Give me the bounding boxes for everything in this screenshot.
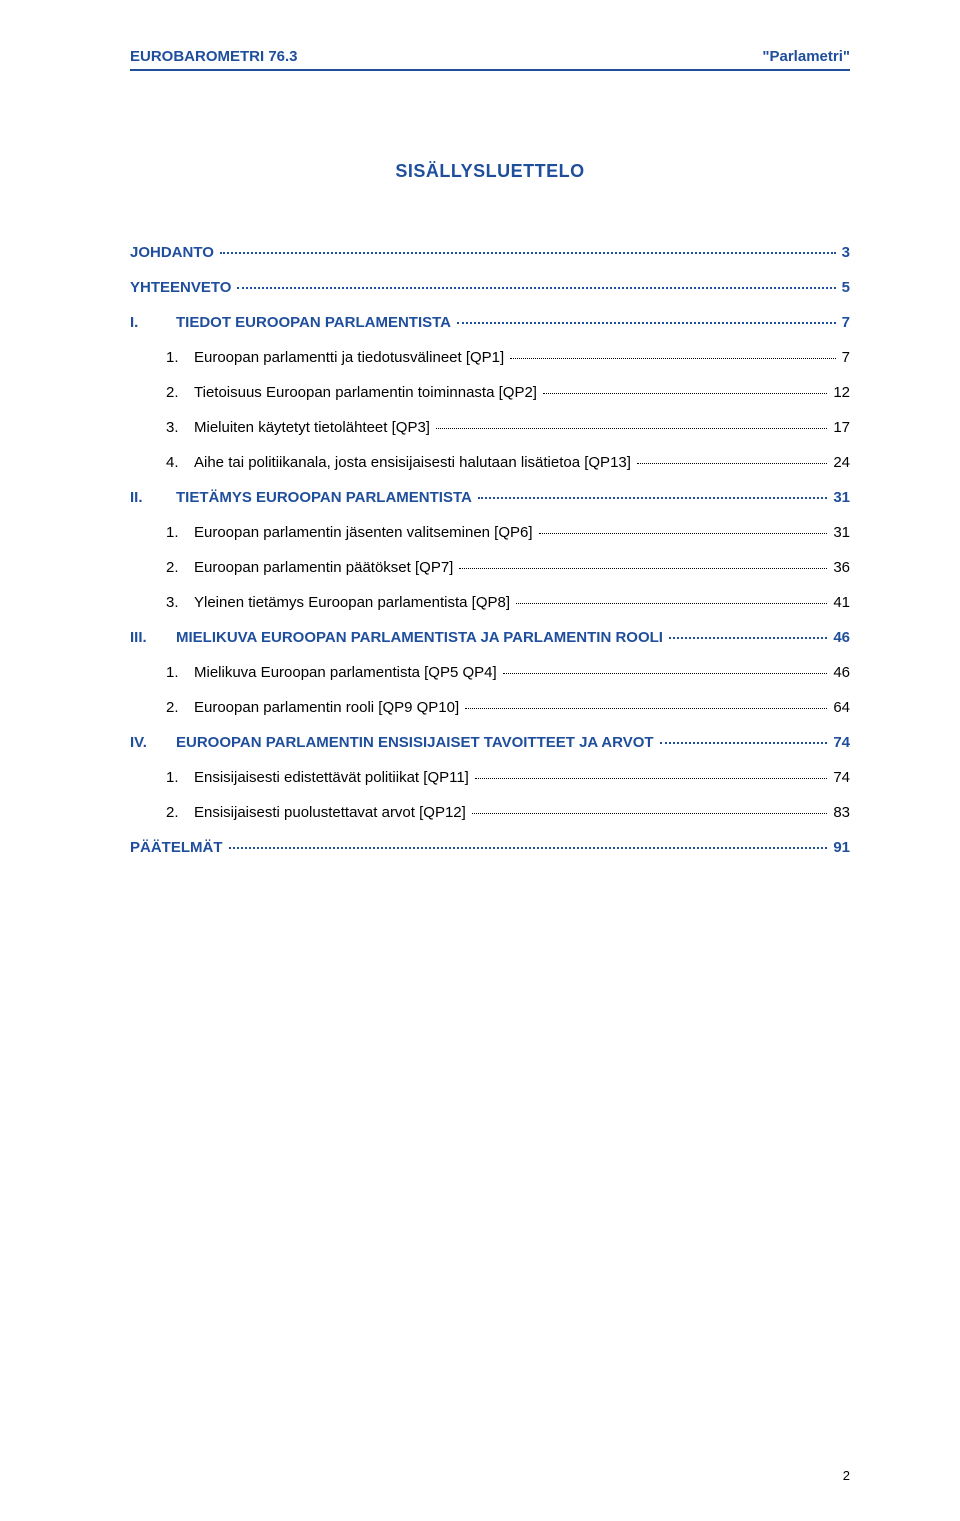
toc-page: 31	[829, 487, 850, 508]
toc-leader-dots	[237, 287, 835, 289]
toc-leader-dots	[637, 463, 827, 464]
toc-page: 83	[829, 802, 850, 823]
toc-row: 1.Euroopan parlamentin jäsenten valitsem…	[130, 522, 850, 543]
toc-row: 3.Mieluiten käytetyt tietolähteet [QP3] 1…	[130, 417, 850, 438]
toc-page: 91	[829, 837, 850, 858]
toc-number: 2.	[166, 802, 194, 823]
toc-leader-dots	[478, 497, 827, 499]
toc-label: Ensisijaisesti edistettävät politiikat […	[194, 767, 473, 788]
toc-row: 2.Tietoisuus Euroopan parlamentin toimin…	[130, 382, 850, 403]
header-left: EUROBAROMETRI 76.3	[130, 48, 298, 65]
toc-number: 1.	[166, 767, 194, 788]
toc-leader-dots	[510, 358, 835, 359]
toc-row: II.TIETÄMYS EUROOPAN PARLAMENTISTA 31	[130, 487, 850, 508]
toc-number: 1.	[166, 522, 194, 543]
toc-label: Ensisijaisesti puolustettavat arvot [QP1…	[194, 802, 470, 823]
toc-page: 17	[829, 417, 850, 438]
toc-number: 3.	[166, 417, 194, 438]
toc-number: 4.	[166, 452, 194, 473]
toc-leader-dots	[229, 847, 828, 849]
toc-number: IV.	[130, 732, 176, 753]
toc-page: 46	[829, 627, 850, 648]
toc-page: 24	[829, 452, 850, 473]
toc-row: 2.Euroopan parlamentin rooli [QP9 QP10] 6…	[130, 697, 850, 718]
page-number: 2	[843, 1468, 850, 1483]
toc-row: 2.Euroopan parlamentin päätökset [QP7] 36	[130, 557, 850, 578]
toc-row: 4.Aihe tai politiikanala, josta ensisija…	[130, 452, 850, 473]
toc-leader-dots	[539, 533, 828, 534]
toc-page: 12	[829, 382, 850, 403]
toc-row: JOHDANTO 3	[130, 242, 850, 263]
toc-number: III.	[130, 627, 176, 648]
toc-leader-dots	[669, 637, 827, 639]
toc-leader-dots	[660, 742, 828, 744]
toc-number: 1.	[166, 662, 194, 683]
toc-label: YHTEENVETO	[130, 277, 235, 298]
toc-label: Aihe tai politiikanala, josta ensisijais…	[194, 452, 635, 473]
toc-row: 1.Ensisijaisesti edistettävät politiikat…	[130, 767, 850, 788]
toc-page: 3	[838, 242, 850, 263]
toc-page: 41	[829, 592, 850, 613]
toc-row: 2.Ensisijaisesti puolustettavat arvot [Q…	[130, 802, 850, 823]
toc-label: Euroopan parlamentti ja tiedotusvälineet…	[194, 347, 508, 368]
toc-label: PÄÄTELMÄT	[130, 837, 227, 858]
page-header: EUROBAROMETRI 76.3 "Parlametri"	[130, 48, 850, 65]
toc-row: IV.EUROOPAN PARLAMENTIN ENSISIJAISET TAV…	[130, 732, 850, 753]
toc-number: I.	[130, 312, 176, 333]
toc-leader-dots	[459, 568, 827, 569]
toc-leader-dots	[220, 252, 836, 254]
toc-number: 1.	[166, 347, 194, 368]
toc-label: EUROOPAN PARLAMENTIN ENSISIJAISET TAVOIT…	[176, 732, 658, 753]
table-of-contents: JOHDANTO 3 YHTEENVETO 5 I.TIEDOT EUROOPAN PA…	[130, 242, 850, 858]
toc-row: YHTEENVETO 5	[130, 277, 850, 298]
toc-label: Euroopan parlamentin jäsenten valitsemin…	[194, 522, 537, 543]
toc-leader-dots	[503, 673, 828, 674]
toc-number: 2.	[166, 557, 194, 578]
toc-page: 74	[829, 732, 850, 753]
toc-leader-dots	[516, 603, 827, 604]
toc-label: JOHDANTO	[130, 242, 218, 263]
toc-label: Tietoisuus Euroopan parlamentin toiminna…	[194, 382, 541, 403]
toc-page: 74	[829, 767, 850, 788]
toc-label: Mielikuva Euroopan parlamentista [QP5 QP…	[194, 662, 501, 683]
toc-page: 5	[838, 277, 850, 298]
toc-number: 2.	[166, 382, 194, 403]
toc-leader-dots	[457, 322, 836, 324]
document-page: EUROBAROMETRI 76.3 "Parlametri" SISÄLLYS…	[0, 0, 960, 1521]
toc-leader-dots	[543, 393, 827, 394]
toc-page: 7	[838, 312, 850, 333]
toc-page: 36	[829, 557, 850, 578]
toc-leader-dots	[472, 813, 828, 814]
toc-page: 46	[829, 662, 850, 683]
toc-label: TIETÄMYS EUROOPAN PARLAMENTISTA	[176, 487, 476, 508]
toc-page: 7	[838, 347, 850, 368]
toc-row: III.MIELIKUVA EUROOPAN PARLAMENTISTA JA …	[130, 627, 850, 648]
toc-row: 3.Yleinen tietämys Euroopan parlamentist…	[130, 592, 850, 613]
toc-row: 1.Euroopan parlamentti ja tiedotusväline…	[130, 347, 850, 368]
header-rule	[130, 69, 850, 71]
toc-number: 2.	[166, 697, 194, 718]
toc-number: II.	[130, 487, 176, 508]
toc-page: 64	[829, 697, 850, 718]
toc-label: Mieluiten käytetyt tietolähteet [QP3]	[194, 417, 434, 438]
toc-leader-dots	[465, 708, 827, 709]
toc-label: MIELIKUVA EUROOPAN PARLAMENTISTA JA PARL…	[176, 627, 667, 648]
toc-label: Yleinen tietämys Euroopan parlamentista …	[194, 592, 514, 613]
toc-page: 31	[829, 522, 850, 543]
header-right: "Parlametri"	[762, 48, 850, 65]
toc-number: 3.	[166, 592, 194, 613]
toc-leader-dots	[436, 428, 827, 429]
toc-label: Euroopan parlamentin rooli [QP9 QP10]	[194, 697, 463, 718]
toc-leader-dots	[475, 778, 827, 779]
toc-row: 1.Mielikuva Euroopan parlamentista [QP5 …	[130, 662, 850, 683]
toc-title: SISÄLLYSLUETTELO	[130, 161, 850, 182]
toc-label: TIEDOT EUROOPAN PARLAMENTISTA	[176, 312, 455, 333]
toc-row: I.TIEDOT EUROOPAN PARLAMENTISTA 7	[130, 312, 850, 333]
toc-row: PÄÄTELMÄT 91	[130, 837, 850, 858]
toc-label: Euroopan parlamentin päätökset [QP7]	[194, 557, 457, 578]
